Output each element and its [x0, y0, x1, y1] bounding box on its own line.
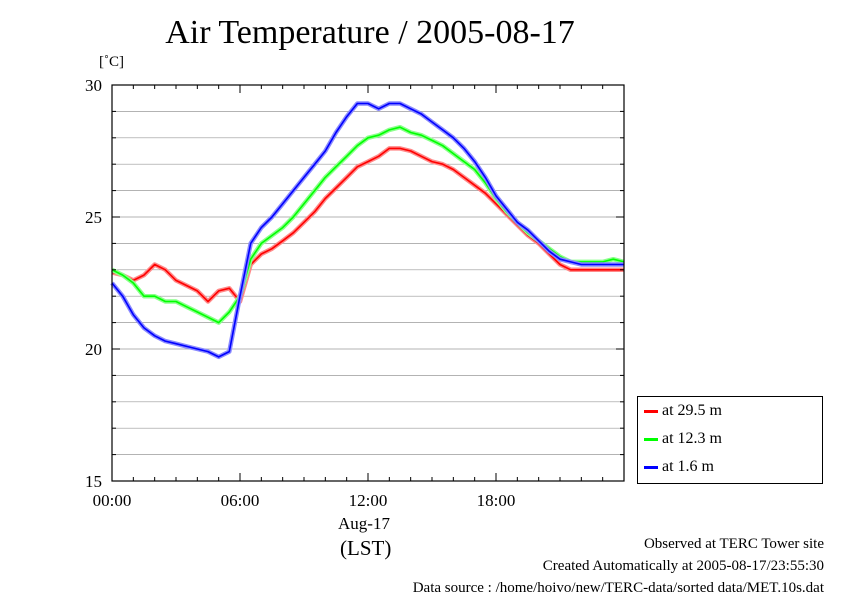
- series-line-halo-2: [110, 101, 624, 360]
- plot-frame: [111, 84, 625, 482]
- legend-item-29-5m: at 29.5 m: [644, 401, 722, 421]
- y-tick-label: 15: [85, 472, 102, 491]
- legend-item-1-6m: at 1.6 m: [644, 457, 714, 477]
- chart-title: Air Temperature / 2005-08-17: [165, 14, 575, 51]
- series-line-1: [111, 126, 625, 324]
- legend-label-1-6m: at 1.6 m: [662, 458, 714, 475]
- x-tick-label: 18:00: [477, 491, 516, 510]
- x-tick-label: 00:00: [93, 491, 132, 510]
- y-tick-label: 25: [85, 208, 102, 227]
- x-date-label: Aug-17: [338, 514, 390, 533]
- legend-label-12-3m: at 12.3 m: [662, 430, 722, 447]
- series-line-halo-0: [111, 146, 624, 304]
- footer-site: Observed at TERC Tower site: [643, 536, 824, 552]
- legend-swatch-1-6m: [644, 465, 658, 469]
- legend-item-12-3m: at 12.3 m: [644, 429, 722, 449]
- y-tick-label: 30: [85, 76, 102, 95]
- series-lines: [110, 101, 625, 360]
- series-line-halo-1: [111, 124, 625, 325]
- legend-label-29-5m: at 29.5 m: [662, 402, 722, 419]
- y-axis-unit-label: [˚C]: [99, 54, 124, 70]
- series-line-2: [111, 102, 624, 358]
- footer-created: Created Automatically at 2005-08-17/23:5…: [542, 558, 824, 574]
- series-line-0: [111, 147, 624, 303]
- x-tick-label: 06:00: [221, 491, 260, 510]
- legend-swatch-29-5m: [644, 409, 658, 413]
- x-tick-label: 12:00: [349, 491, 388, 510]
- legend: at 29.5 m at 12.3 m at 1.6 m: [637, 396, 823, 484]
- x-axis-label: (LST): [340, 536, 392, 560]
- y-tick-label: 20: [85, 340, 102, 359]
- legend-swatch-12-3m: [644, 437, 658, 441]
- footer-source: Data source : /home/hoivo/new/TERC-data/…: [412, 580, 824, 596]
- axes-ticks: 15 20 25 30 00:00 06:00 12:00 18:00: [85, 76, 625, 510]
